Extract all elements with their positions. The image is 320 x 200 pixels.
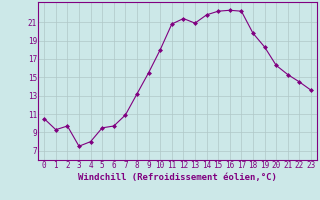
- X-axis label: Windchill (Refroidissement éolien,°C): Windchill (Refroidissement éolien,°C): [78, 173, 277, 182]
